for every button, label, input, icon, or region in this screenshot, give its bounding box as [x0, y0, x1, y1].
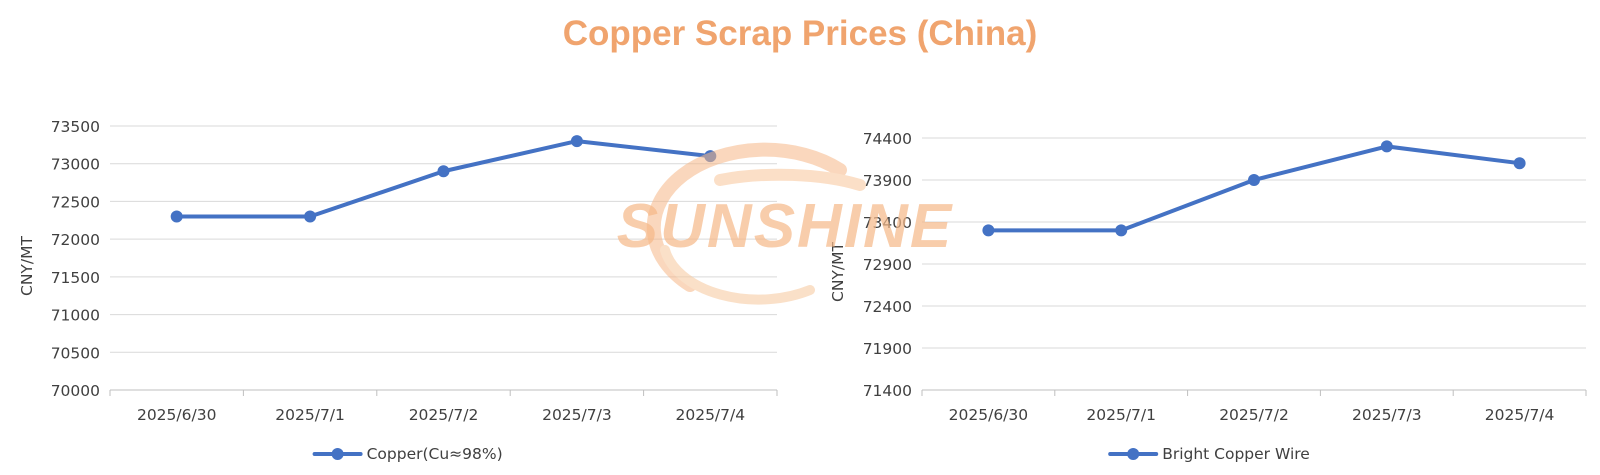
legend-marker — [331, 448, 344, 460]
y-axis-title: CNY/MT — [829, 241, 847, 301]
series-line — [986, 144, 1522, 233]
y-tick-label: 73400 — [863, 214, 912, 232]
series-line — [174, 139, 713, 219]
y-tick-label: 71500 — [51, 269, 100, 287]
x-tick-label: 2025/7/3 — [542, 406, 612, 424]
x-tick-label: 2025/6/30 — [949, 406, 1028, 424]
x-tick-label: 2025/7/4 — [1485, 406, 1555, 424]
data-point — [1513, 157, 1526, 170]
legend-label: Bright Copper Wire — [1162, 445, 1310, 463]
chart-1: 70000 70500 71000 71500 72000 72500 73000 73500… — [18, 118, 778, 463]
y-tick-label: 71400 — [863, 382, 912, 400]
y-tick-label: 72900 — [863, 256, 912, 274]
y-axis-title: CNY/MT — [18, 235, 36, 295]
y-tick-label: 74400 — [863, 130, 912, 148]
y-tick-label: 73900 — [863, 172, 912, 190]
y-tick-label: 70000 — [51, 382, 100, 400]
x-tick-label: 2025/7/2 — [409, 406, 479, 424]
data-point — [304, 210, 317, 223]
x-tick-label: 2025/7/1 — [275, 406, 345, 424]
x-tick-label: 2025/6/30 — [137, 406, 216, 424]
data-point — [437, 165, 450, 178]
page-title: Copper Scrap Prices (China) — [562, 14, 1038, 53]
x-tick-label: 2025/7/1 — [1086, 406, 1156, 424]
y-tick-label: 70500 — [51, 344, 100, 362]
y-tick-label: 71000 — [51, 307, 100, 325]
data-point — [1380, 140, 1393, 153]
y-tick-label: 73500 — [51, 118, 100, 136]
x-tick-label: 2025/7/4 — [675, 406, 745, 424]
y-tick-label: 72500 — [51, 193, 100, 211]
y-tick-label: 72400 — [863, 298, 912, 316]
data-point — [570, 135, 583, 148]
legend-marker — [1127, 448, 1140, 460]
chart-2: 71400 71900 72400 72900 73400 73900 74400 2025/… — [829, 130, 1587, 463]
x-tick-label: 2025/7/2 — [1219, 406, 1289, 424]
data-point — [704, 150, 717, 163]
data-point — [1115, 224, 1128, 237]
legend-label: Copper(Cu≈98%) — [367, 445, 503, 463]
x-tick-label: 2025/7/3 — [1352, 406, 1422, 424]
data-point — [982, 224, 995, 237]
y-tick-label: 71900 — [863, 340, 912, 358]
data-point — [170, 210, 183, 223]
y-tick-label: 73000 — [51, 156, 100, 174]
data-point — [1248, 174, 1260, 186]
y-tick-label: 72000 — [51, 231, 100, 249]
